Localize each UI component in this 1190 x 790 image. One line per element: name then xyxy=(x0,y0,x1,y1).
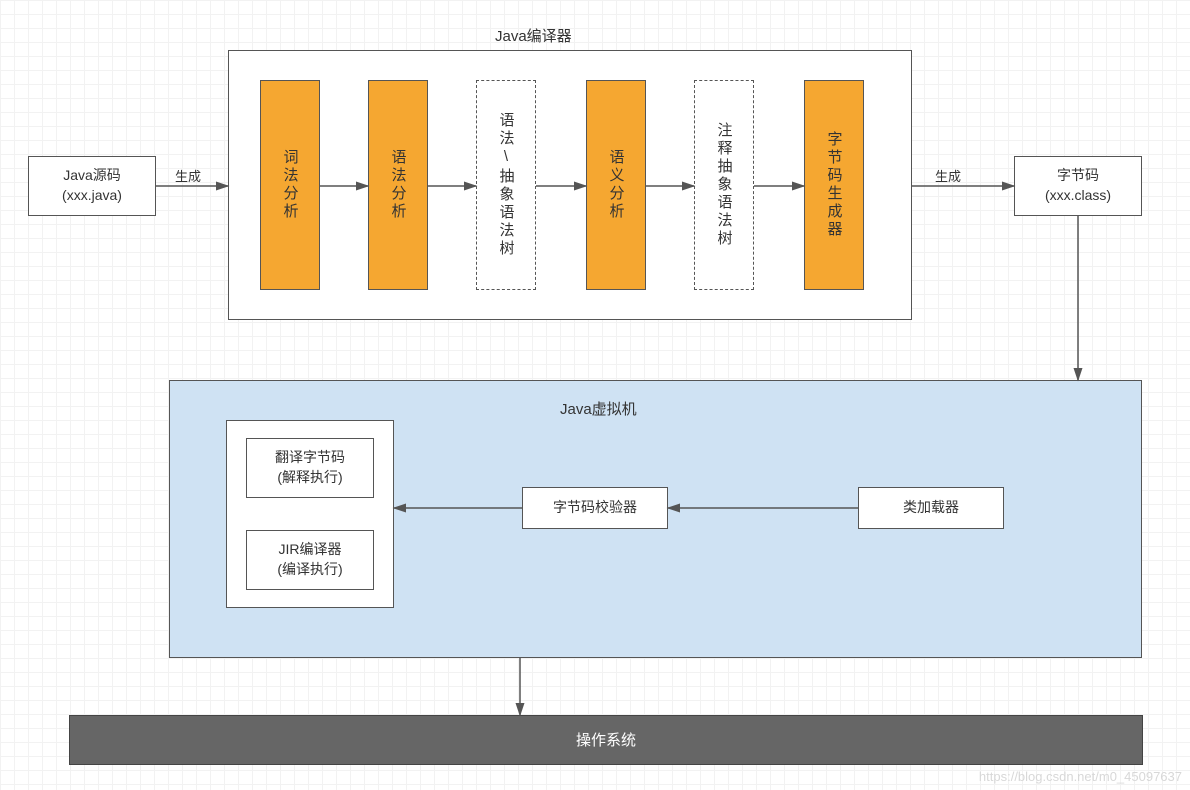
node-ast: 语法\抽象语法树 xyxy=(476,80,536,290)
node-interpreter: 翻译字节码 (解释执行) xyxy=(246,438,374,498)
node-verifier: 字节码校验器 xyxy=(522,487,668,529)
node-annotated-ast: 注释抽象语法树 xyxy=(694,80,754,290)
node-bytecode-generator: 字节码生成器 xyxy=(804,80,864,290)
node-jit: JIR编译器 (编译执行) xyxy=(246,530,374,590)
jvm-title: Java虚拟机 xyxy=(560,398,637,419)
node-source: Java源码 (xxx.java) xyxy=(28,156,156,216)
edge-label-1: 生成 xyxy=(175,166,201,185)
node-syntax-analysis: 语法分析 xyxy=(368,80,428,290)
diagram-canvas: Java源码 (xxx.java) Java编译器 词法分析 语法分析 语法\抽… xyxy=(0,0,1190,790)
node-os: 操作系统 xyxy=(69,715,1143,765)
edge-label-2: 生成 xyxy=(935,166,961,185)
compiler-title: Java编译器 xyxy=(495,25,572,46)
node-lexical-analysis: 词法分析 xyxy=(260,80,320,290)
node-classloader: 类加载器 xyxy=(858,487,1004,529)
node-semantic-analysis: 语义分析 xyxy=(586,80,646,290)
watermark: https://blog.csdn.net/m0_45097637 xyxy=(979,769,1182,784)
node-bytecode: 字节码 (xxx.class) xyxy=(1014,156,1142,216)
